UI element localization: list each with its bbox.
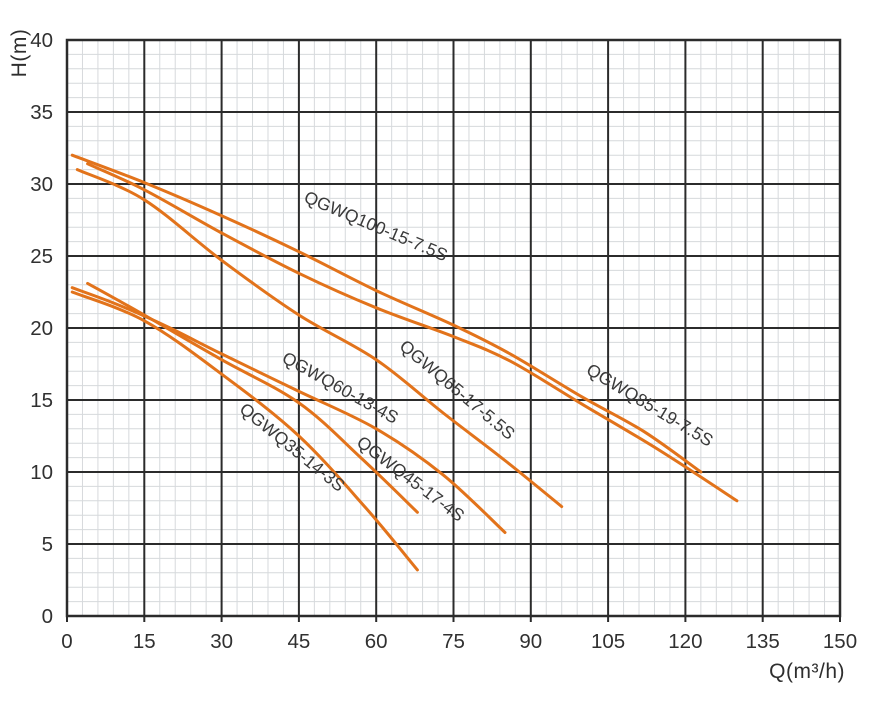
x-tick-labels: 0 15 30 45 60 75 90 105 120 135 150 — [61, 630, 857, 653]
x-tick-label-15: 15 — [133, 630, 156, 653]
pump-curve-QGWQ100-15-7.5S — [70, 153, 703, 474]
curve-labels: QGWQ100-15-7.5SQGWQ85-19-7.5SQGWQ65-17-5… — [236, 187, 717, 526]
y-tick-label-10: 10 — [30, 461, 53, 484]
pump-curve-QGWQ65-17-5.5S — [75, 168, 564, 509]
curve-label-QGWQ60-13-4S: QGWQ60-13-4S — [279, 347, 402, 427]
y-tick-label-40: 40 — [30, 29, 53, 52]
y-tick-labels: 0 5 10 15 20 25 30 35 40 — [30, 29, 53, 628]
y-tick-label-20: 20 — [30, 317, 53, 340]
x-tick-label-135: 135 — [746, 630, 780, 653]
x-tick-label-0: 0 — [61, 630, 72, 653]
x-axis-title: Q(m³/h) — [769, 660, 845, 683]
y-tick-label-15: 15 — [30, 389, 53, 412]
pump-curve-QGWQ60-13-4S — [70, 286, 507, 534]
x-tick-label-30: 30 — [210, 630, 233, 653]
pump-curves — [70, 153, 739, 572]
y-tick-label-0: 0 — [42, 605, 53, 628]
pump-curve-QGWQ35-14-3S — [70, 290, 419, 572]
y-tick-label-5: 5 — [42, 533, 53, 556]
y-tick-label-25: 25 — [30, 245, 53, 268]
x-tick-label-105: 105 — [591, 630, 625, 653]
x-tick-marks — [66, 616, 841, 622]
pump-curve-QGWQ45-17-4S — [86, 281, 419, 514]
x-tick-label-150: 150 — [823, 630, 857, 653]
y-tick-label-35: 35 — [30, 101, 53, 124]
x-tick-label-45: 45 — [287, 630, 310, 653]
y-tick-label-30: 30 — [30, 173, 53, 196]
x-tick-label-60: 60 — [365, 630, 388, 653]
x-tick-label-120: 120 — [668, 630, 702, 653]
pump-curve-QGWQ85-19-7.5S — [86, 162, 739, 503]
major-gridlines — [67, 40, 840, 616]
x-tick-label-75: 75 — [442, 630, 465, 653]
x-tick-label-90: 90 — [519, 630, 542, 653]
